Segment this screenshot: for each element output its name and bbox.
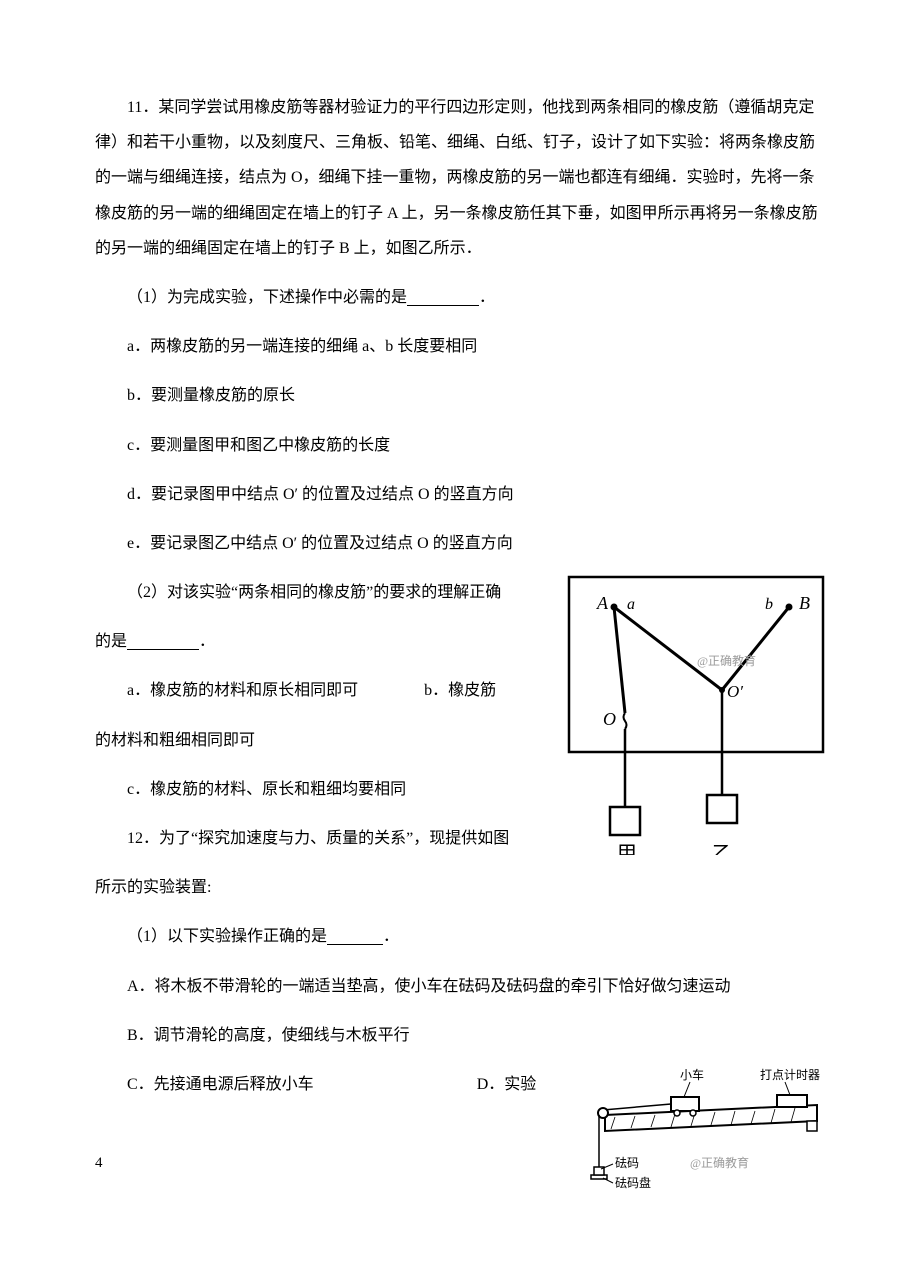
q11-part2-tail: 的是 ．	[95, 624, 559, 659]
q11-figure: A a O 甲 B b O′ 乙 @正确教育	[567, 575, 825, 855]
blank-line	[327, 930, 383, 945]
q11-fig-A: A	[596, 593, 609, 613]
q12-figure: 小车 打点计时器	[585, 1067, 825, 1210]
q12-intro-line2: 所示的实验装置:	[95, 870, 559, 905]
q11-fig-Oprime: O′	[727, 682, 743, 701]
q11-opt2-c: c．橡皮筋的材料、原长和粗细均要相同	[95, 772, 559, 807]
q11-opt-b: b．要测量橡皮筋的原长	[95, 378, 825, 413]
q12-row-cd: C．先接通电源后释放小车 D．实验 4 小车 打点计时器	[95, 1067, 825, 1210]
q11-figure-svg: A a O 甲 B b O′ 乙 @正确教育	[567, 575, 825, 855]
q11-opt-c: c．要测量图甲和图乙中橡皮筋的长度	[95, 428, 825, 463]
q11-opt-e: e．要记录图乙中结点 O′ 的位置及过结点 O 的竖直方向	[95, 526, 825, 561]
q11-opt2-ab: a．橡皮筋的材料和原长相同即可 b．橡皮筋	[95, 673, 559, 708]
q12-part1-prompt-text: （1）以下实验操作正确的是	[127, 928, 327, 945]
q12-fig-car: 小车	[680, 1067, 704, 1082]
q11-fig-caption-right: 乙	[712, 843, 732, 855]
q11-fig-O: O	[603, 709, 616, 729]
blank-line	[407, 291, 479, 306]
q12-fig-timer: 打点计时器	[760, 1068, 820, 1082]
q11-left-col: （2）对该实验“两条相同的橡皮筋”的要求的理解正确 的是 ． a．橡皮筋的材料和原…	[95, 575, 559, 919]
q12-fig-pan: 砝码盘	[615, 1175, 651, 1190]
q11-part2-head: （2）对该实验“两条相同的橡皮筋”的要求的理解正确	[95, 575, 559, 610]
q11-part1-prompt-text: （1）为完成实验，下述操作中必需的是	[127, 289, 407, 306]
q11-wrap-region: （2）对该实验“两条相同的橡皮筋”的要求的理解正确 的是 ． a．橡皮筋的材料和原…	[95, 575, 825, 919]
q11-opt-a: a．两橡皮筋的另一端连接的细绳 a、b 长度要相同	[95, 329, 825, 364]
q12-fig-watermark: @正确教育	[690, 1155, 749, 1170]
q12-fig-weight: 砝码	[615, 1155, 639, 1170]
q11-part2-tail-text: 的是	[95, 633, 127, 650]
q12-part1-suffix: ．	[383, 928, 399, 945]
q11-opt-d: d．要记录图甲中结点 O′ 的位置及过结点 O 的竖直方向	[95, 477, 825, 512]
blank-line	[127, 635, 199, 650]
q12-opt-A: A．将木板不带滑轮的一端适当垫高，使小车在砝码及砝码盘的牵引下恰好做匀速运动	[95, 969, 825, 1004]
q12-opt-C: C．先接通电源后释放小车	[127, 1076, 314, 1093]
q11-fig-b: b	[765, 596, 773, 613]
q12-figure-svg: 小车 打点计时器	[585, 1067, 825, 1197]
q11-opt2-b-tail: 的材料和粗细相同即可	[95, 723, 559, 758]
q11-fig-watermark: @正确教育	[697, 653, 756, 668]
q11-intro: 11．某同学尝试用橡皮筋等器材验证力的平行四边形定则，他找到两条相同的橡皮筋（遵…	[95, 90, 825, 266]
q11-part1-prompt: （1）为完成实验，下述操作中必需的是 ．	[95, 280, 825, 315]
q12-opt-CD: C．先接通电源后释放小车 D．实验	[95, 1067, 569, 1102]
q12-opt-D: D．实验	[477, 1076, 537, 1093]
q11-opt2-b-head: b．橡皮筋	[424, 673, 496, 708]
q12-part1-prompt: （1）以下实验操作正确的是 ．	[95, 919, 825, 954]
q11-fig-B: B	[799, 593, 810, 613]
q12-intro-line1: 12．为了“探究加速度与力、质量的关系”，现提供如图	[95, 821, 559, 856]
page-number: 4	[95, 1147, 103, 1180]
q11-fig-caption-left: 甲	[617, 843, 637, 855]
q11-part1-suffix: ．	[479, 289, 495, 306]
q12-row-cd-left: C．先接通电源后释放小车 D．实验 4	[95, 1067, 569, 1147]
q11-part2-suffix: ．	[199, 633, 215, 650]
q11-opt2-a: a．橡皮筋的材料和原长相同即可	[95, 673, 358, 708]
q12-opt-B: B．调节滑轮的高度，使细线与木板平行	[95, 1018, 825, 1053]
q11-fig-a: a	[627, 596, 635, 613]
